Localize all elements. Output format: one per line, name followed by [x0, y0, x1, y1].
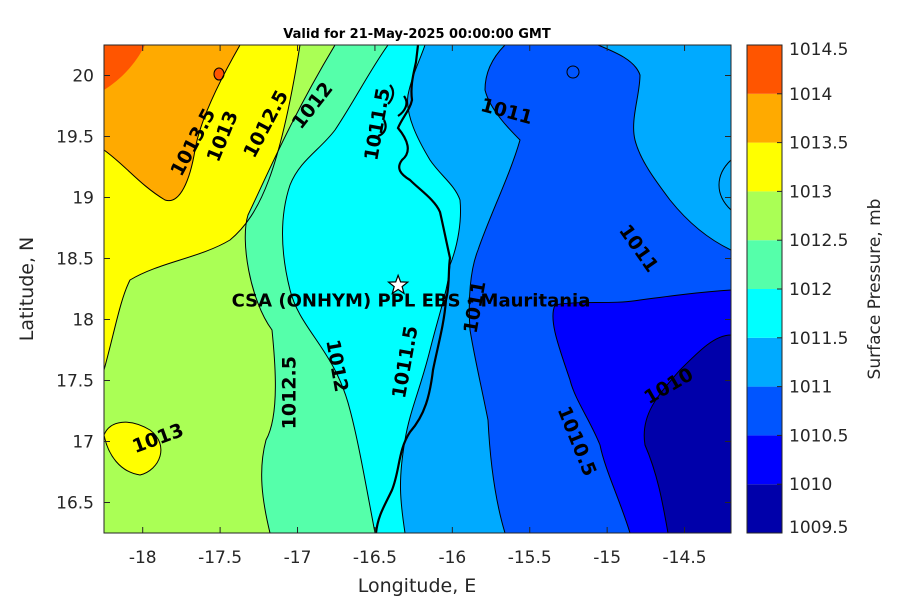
- y-tick-label: 18: [72, 311, 94, 331]
- x-tick-label: -17: [284, 548, 312, 568]
- colorbar-band: [747, 45, 782, 94]
- band-1014: [104, 45, 145, 90]
- x-tick-label: -15.5: [508, 548, 552, 568]
- y-tick-label: 16.5: [56, 494, 94, 514]
- x-tick-label: -16: [438, 548, 466, 568]
- y-axis-label: Latitude, N: [16, 237, 38, 342]
- colorbar-band: [747, 191, 782, 241]
- x-tick-label: -15: [593, 548, 621, 568]
- colorbar-label: Surface Pressure, mb: [865, 199, 885, 380]
- y-tick-label: 18.5: [56, 250, 94, 270]
- x-tick-label: -17.5: [198, 548, 242, 568]
- x-tick-label: -16.5: [353, 548, 397, 568]
- x-tick-label: -14.5: [663, 548, 707, 568]
- colorbar-band: [747, 386, 782, 436]
- colorbar-band: [747, 93, 782, 143]
- y-axis-ticks: 16.5 17 17.5 18 18.5 19 19.5 20: [56, 67, 731, 514]
- contour-label: 1012.5: [278, 356, 300, 429]
- site-marker: CSA (ONHYM) PPL EBS - Mauritania: [232, 273, 591, 311]
- colorbar-tick-label: 1009.5: [789, 518, 848, 538]
- x-tick-label: -18: [129, 548, 157, 568]
- colorbar-tick-label: 1011: [789, 378, 832, 398]
- y-tick-label: 19: [72, 189, 94, 209]
- chart-title: Valid for 21-May-2025 00:00:00 GMT: [283, 27, 551, 42]
- colorbar-tick-label: 1011.5: [789, 329, 848, 349]
- colorbar-tick-label: 1012.5: [789, 231, 848, 251]
- band-1009-5: [644, 335, 731, 533]
- coastline: [374, 45, 452, 533]
- colorbar-band: [747, 484, 782, 533]
- colorbar: [747, 45, 782, 533]
- colorbar-band: [747, 240, 782, 289]
- colorbar-ticks: 1009.5 1010 1010.5 1011 1011.5 1012 1012.5 1013…: [777, 40, 848, 538]
- x-axis-ticks: -18 -17.5 -17 -16.5 -16 -15.5 -15 -14.5: [129, 45, 707, 568]
- y-tick-label: 17: [72, 433, 94, 453]
- colorbar-tick-label: 1013: [789, 182, 832, 202]
- site-star-icon: [386, 273, 410, 295]
- y-tick-label: 19.5: [56, 128, 94, 148]
- band-1011-east: [598, 45, 731, 250]
- band-1010-5-spot: [566, 65, 580, 79]
- isobars: [104, 45, 731, 533]
- colorbar-tick-label: 1010: [789, 475, 832, 495]
- colorbar-tick-label: 1010.5: [789, 426, 848, 446]
- colorbar-band: [747, 142, 782, 192]
- colorbar-tick-label: 1013.5: [789, 134, 848, 154]
- y-tick-label: 20: [72, 67, 94, 87]
- pressure-field: [104, 45, 731, 533]
- colorbar-band: [747, 337, 782, 387]
- site-label: CSA (ONHYM) PPL EBS - Mauritania: [232, 290, 591, 311]
- band-1013-south: [104, 422, 161, 475]
- colorbar-band: [747, 435, 782, 485]
- colorbar-tick-label: 1014.5: [789, 40, 848, 60]
- colorbar-tick-label: 1014: [789, 85, 832, 105]
- plot-frame: [103, 44, 732, 534]
- coastline-islands: [377, 84, 408, 138]
- y-tick-label: 17.5: [56, 372, 94, 392]
- colorbar-tick-label: 1012: [789, 280, 832, 300]
- band-1013-5: [104, 45, 240, 201]
- colorbar-band: [747, 289, 782, 338]
- x-axis-label: Longitude, E: [358, 575, 477, 597]
